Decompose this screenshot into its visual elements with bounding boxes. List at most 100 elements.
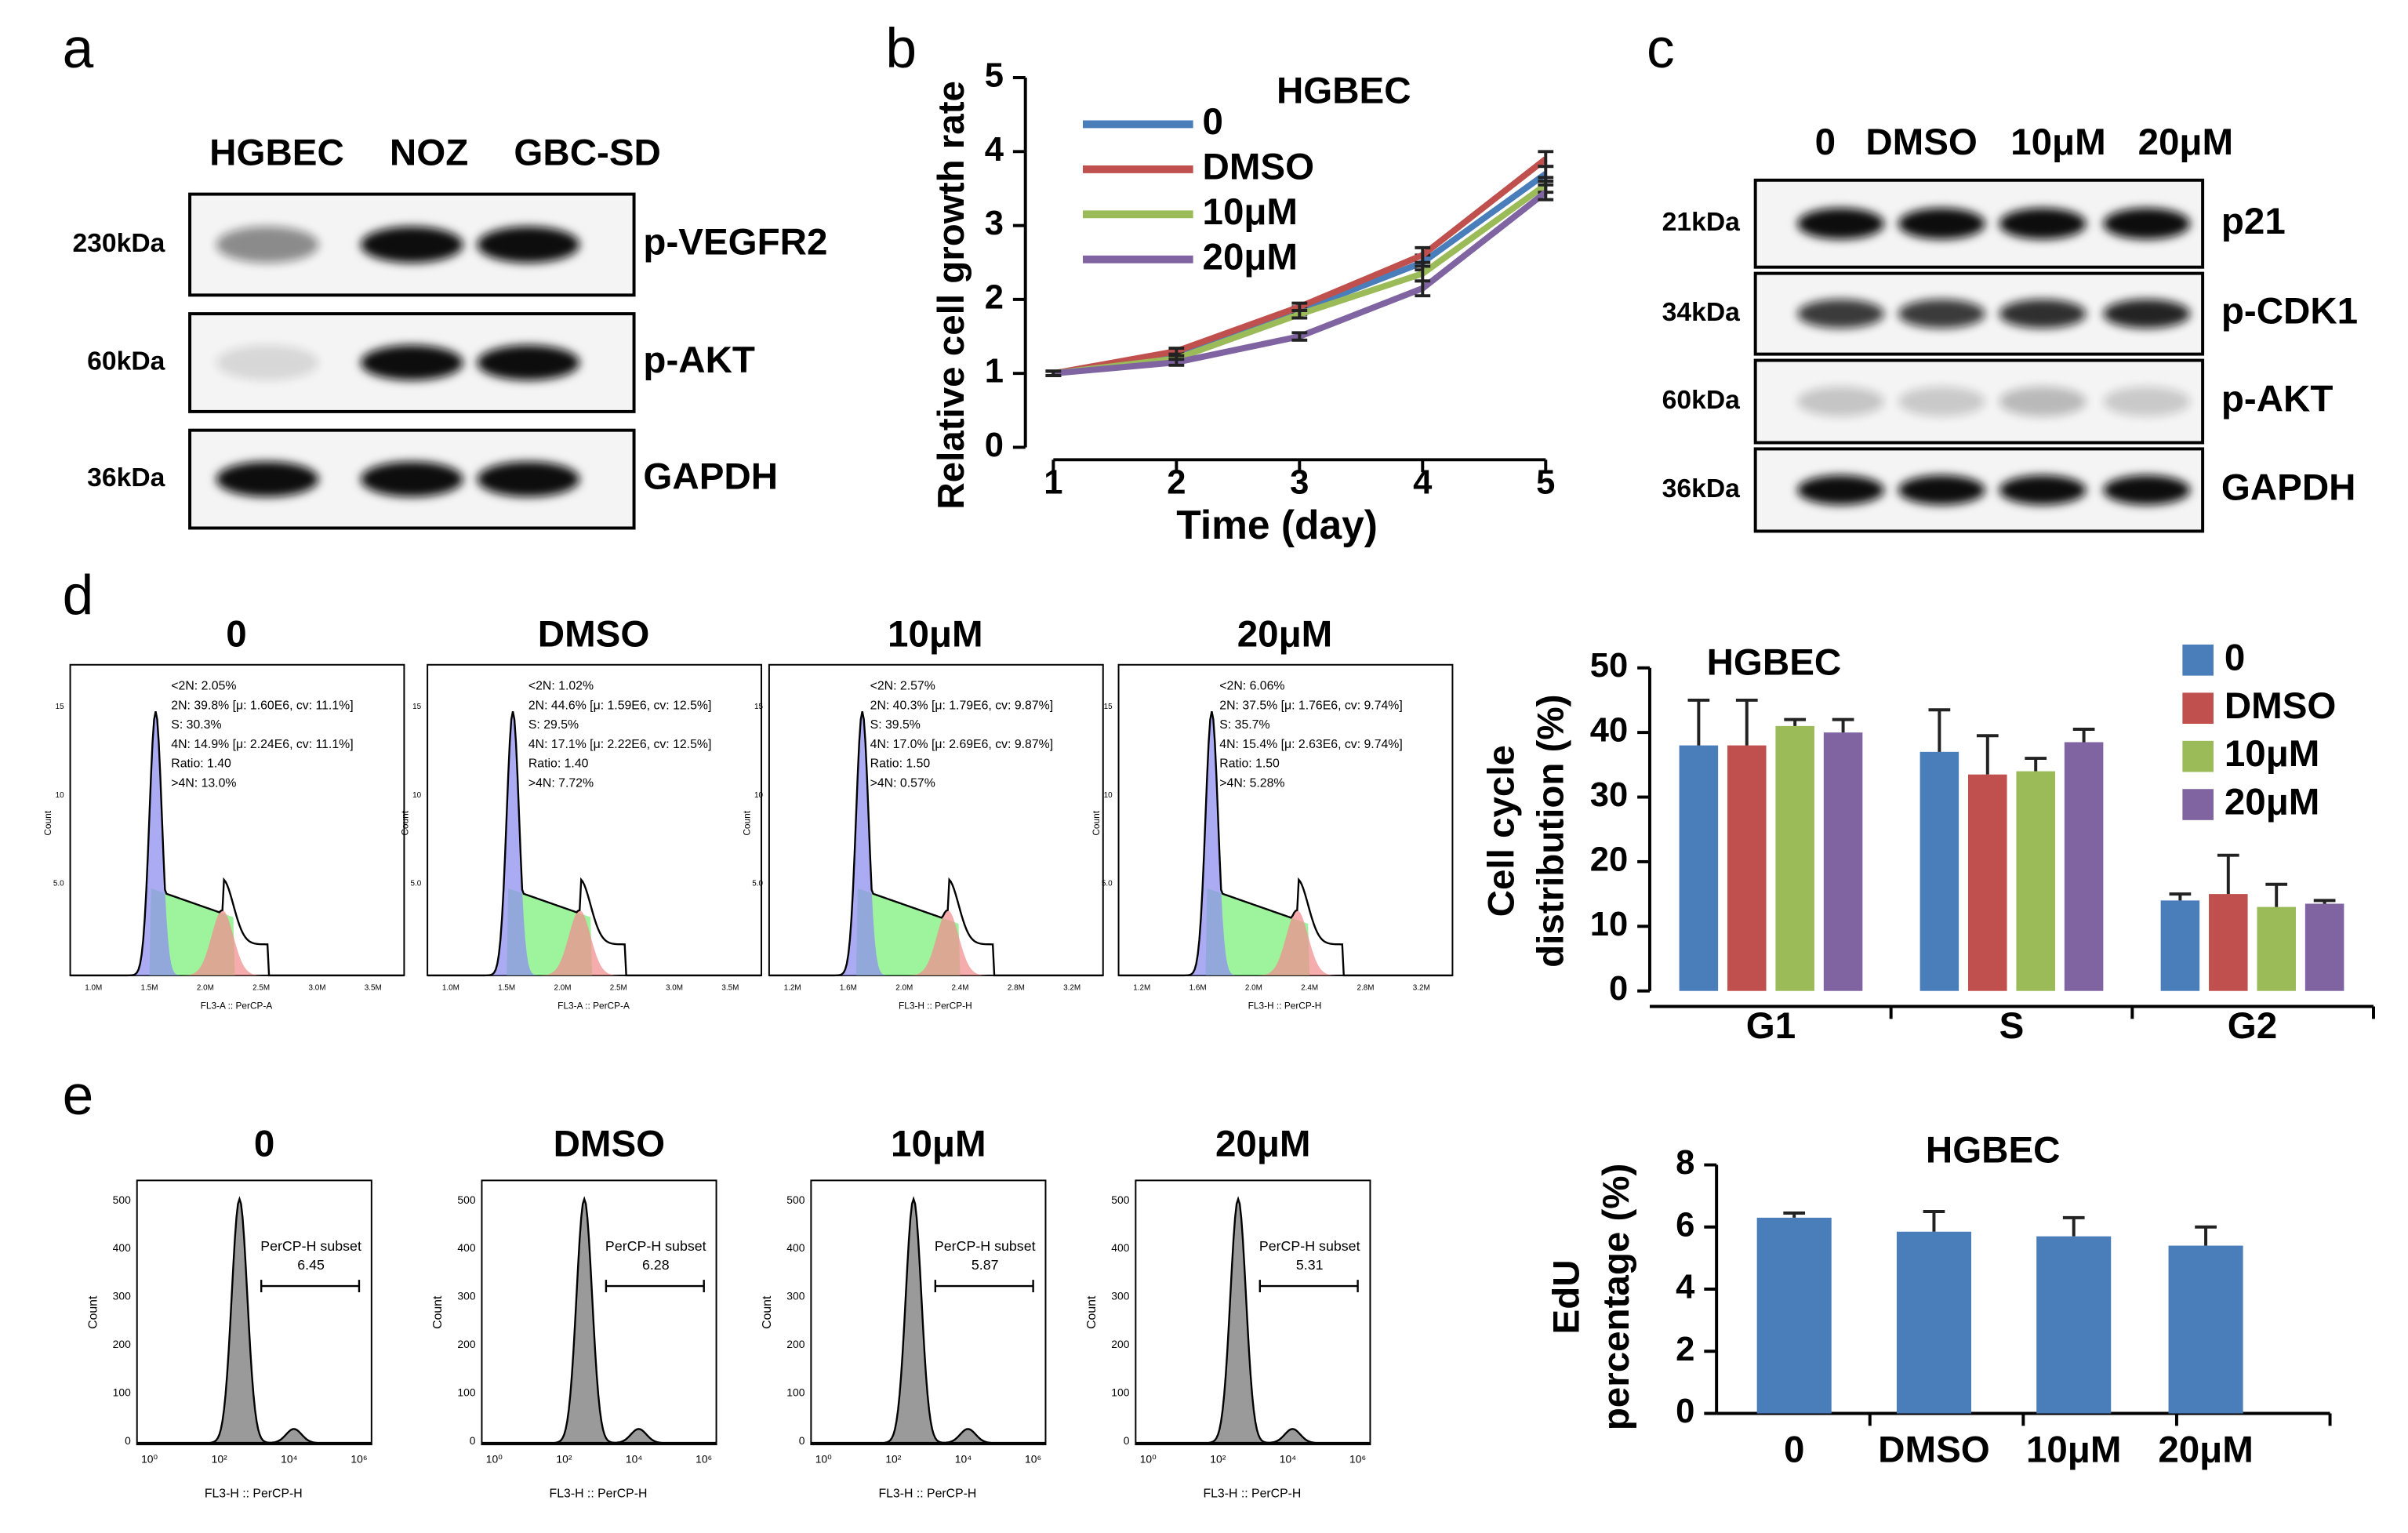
x-tick-label: 3 xyxy=(1290,464,1309,502)
legend-label: 20μM xyxy=(1203,236,1298,278)
error-bar xyxy=(2217,853,2239,895)
gate-label: PerCP-H subset xyxy=(260,1238,361,1254)
error-bar xyxy=(1832,717,1854,733)
y-tick-label: 10 xyxy=(1590,906,1628,943)
legend-swatch xyxy=(2182,789,2214,820)
y-tick-label: 100 xyxy=(113,1386,131,1398)
bar xyxy=(1679,745,1719,991)
y-tick-label: 10 xyxy=(1104,791,1113,800)
x-tick-label: 2.5M xyxy=(610,983,627,992)
y-tick-label: 50 xyxy=(1590,647,1628,685)
stat-text: >4N: 7.72% xyxy=(528,776,594,790)
protein-label: p21 xyxy=(2221,201,2286,242)
error-bar xyxy=(2265,882,2288,907)
panel-label: c xyxy=(1647,17,1675,80)
legend-label: DMSO xyxy=(2225,685,2337,727)
blot-band xyxy=(2103,299,2191,329)
stat-text: S: 35.7% xyxy=(1219,718,1269,732)
bar xyxy=(2016,771,2055,991)
x-tick-label: 3.2M xyxy=(1063,983,1081,992)
marker-label: 36kDa xyxy=(1662,474,1740,503)
error-bar xyxy=(1291,331,1308,342)
blot-band xyxy=(216,226,319,263)
plot-box xyxy=(69,663,405,976)
x-tick-label: 10⁴ xyxy=(281,1453,297,1466)
error-bar xyxy=(1784,717,1807,726)
blot-band xyxy=(1797,387,1885,416)
error-bar xyxy=(1687,698,1710,746)
stat-text: 2N: 39.8% [μ: 1.60E6, cv: 11.1%] xyxy=(171,699,353,712)
gate-label: PerCP-H subset xyxy=(1259,1238,1360,1254)
y-tick-label: 0 xyxy=(985,427,1004,464)
y-tick-label: 15 xyxy=(754,703,764,711)
stat-text: Ratio: 1.40 xyxy=(528,757,589,771)
blot-band xyxy=(216,461,319,497)
marker-label: 21kDa xyxy=(1662,208,1740,237)
blot-band xyxy=(1999,475,2087,505)
legend-label: 10μM xyxy=(2225,733,2320,775)
x-tick-label: 10⁰ xyxy=(141,1453,158,1466)
gate-label: PerCP-H subset xyxy=(935,1238,1036,1254)
x-tick-label: 3.5M xyxy=(721,983,739,992)
y-tick-label: 3 xyxy=(985,205,1004,242)
error-bar xyxy=(2062,1215,2085,1237)
y-tick-label: 10 xyxy=(412,791,422,800)
blot-band xyxy=(1999,208,2087,240)
gate-value: 5.31 xyxy=(1296,1257,1324,1273)
plot-title: 20μM xyxy=(1215,1123,1311,1164)
y-tick-label: 0 xyxy=(799,1434,805,1447)
y-tick-label: 40 xyxy=(1590,712,1628,750)
x-axis-label: FL3-H :: PerCP-H xyxy=(878,1488,976,1501)
bar xyxy=(1727,745,1767,991)
stat-text: S: 39.5% xyxy=(870,718,921,732)
y-tick-label: 200 xyxy=(113,1338,131,1350)
y-tick-label: 100 xyxy=(457,1386,475,1398)
bar xyxy=(2304,903,2344,991)
gate-line xyxy=(934,1280,1034,1292)
x-axis-label: FL3-H :: PerCP-H xyxy=(1248,1001,1322,1012)
histogram-area xyxy=(768,910,1103,975)
bar xyxy=(1823,732,1863,991)
legend-label: 0 xyxy=(2225,637,2245,678)
chart-title: HGBEC xyxy=(1277,70,1411,111)
plot-title: DMSO xyxy=(538,614,650,656)
histogram-area xyxy=(768,888,1103,975)
y-tick-label: 100 xyxy=(786,1386,804,1398)
legend-label: 20μM xyxy=(2225,782,2320,823)
error-bar xyxy=(1976,734,1999,775)
gate-line xyxy=(260,1280,361,1292)
bar xyxy=(2209,894,2248,991)
y-axis-label: distribution (%) xyxy=(1531,695,1572,968)
x-tick-label: 3.5M xyxy=(365,983,382,992)
lane-label: 10μM xyxy=(2010,122,2106,163)
protein-label: p-AKT xyxy=(2221,379,2334,420)
bar xyxy=(1896,1231,1971,1414)
bar xyxy=(2036,1236,2112,1414)
error-bar xyxy=(1923,1210,1945,1232)
y-axis-label: Count xyxy=(431,1295,445,1329)
gate-value: 6.28 xyxy=(642,1257,670,1273)
y-tick-label: 500 xyxy=(113,1193,131,1206)
lane-label: 0 xyxy=(1815,122,1836,163)
plot-title: 10μM xyxy=(891,1123,986,1164)
stat-text: 4N: 17.0% [μ: 2.69E6, cv: 9.87%] xyxy=(870,738,1053,751)
y-axis-label: Relative cell growth rate xyxy=(931,81,972,510)
stat-text: >4N: 13.0% xyxy=(171,776,236,790)
y-tick-label: 4 xyxy=(1676,1269,1694,1306)
y-tick-label: 300 xyxy=(457,1290,475,1302)
blot-band xyxy=(477,461,580,497)
error-bar xyxy=(2195,1225,2217,1246)
y-tick-label: 20 xyxy=(1590,841,1628,878)
y-axis-label: Count xyxy=(86,1295,100,1329)
stat-text: <2N: 2.57% xyxy=(870,680,935,693)
histogram-outline xyxy=(768,710,1103,977)
x-axis-label: FL3-H :: PerCP-H xyxy=(1203,1488,1301,1501)
x-tick-label: 1.6M xyxy=(840,983,857,992)
bar xyxy=(2257,906,2296,991)
blot-band xyxy=(2103,387,2191,416)
y-tick-label: 300 xyxy=(786,1290,804,1302)
blot-band xyxy=(360,226,463,263)
y-axis-label: Cell cycle xyxy=(1480,745,1522,917)
histogram-area xyxy=(427,711,761,975)
y-tick-label: 2 xyxy=(985,278,1004,316)
